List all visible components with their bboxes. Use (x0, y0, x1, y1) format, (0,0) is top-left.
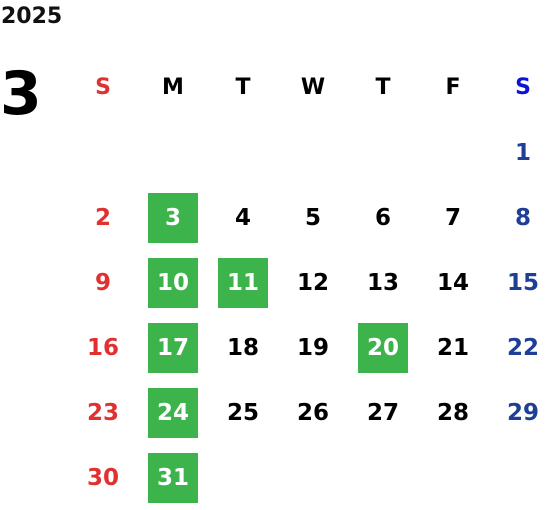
calendar-day-number: 12 (296, 269, 329, 296)
calendar-day[interactable]: 15 (488, 250, 548, 315)
calendar-day-number: 20 (358, 322, 408, 373)
calendar-day-number: 5 (304, 204, 321, 231)
calendar-day-number: 28 (436, 399, 469, 426)
calendar-day-number: 21 (436, 334, 469, 361)
calendar-day[interactable]: 19 (278, 315, 348, 380)
calendar-day[interactable]: 6 (348, 185, 418, 250)
calendar-day-highlighted[interactable]: 17 (138, 315, 208, 380)
calendar-day[interactable]: 7 (418, 185, 488, 250)
weekday-header-mon: M (162, 75, 184, 100)
empty-day-cell (68, 120, 138, 185)
calendar-day-number: 27 (366, 399, 399, 426)
calendar-day-number: 9 (94, 269, 111, 296)
calendar-day-number: 23 (86, 399, 119, 426)
calendar-day-number: 15 (506, 269, 539, 296)
calendar-day-number: 29 (506, 399, 539, 426)
calendar-day-number: 30 (86, 464, 119, 491)
calendar-day-number: 3 (148, 192, 198, 243)
calendar-day-number: 25 (226, 399, 259, 426)
calendar-day-number: 24 (148, 387, 198, 438)
calendar-day-number: 18 (226, 334, 259, 361)
calendar-day[interactable]: 22 (488, 315, 548, 380)
calendar-day[interactable]: 5 (278, 185, 348, 250)
calendar-day[interactable]: 28 (418, 380, 488, 445)
calendar-day[interactable]: 25 (208, 380, 278, 445)
calendar-day-number: 2 (94, 204, 111, 231)
calendar-grid: S M T W T F S 1 2 3 4 5 6 7 8 9 10 11 12 13 14 15 16 17 1… (68, 55, 548, 510)
weekday-header-sat: S (515, 75, 531, 100)
calendar-day-number: 4 (234, 204, 251, 231)
weekday-header-tue: T (235, 75, 251, 100)
calendar-day-number: 22 (506, 334, 539, 361)
calendar-day[interactable]: 23 (68, 380, 138, 445)
calendar-day[interactable]: 4 (208, 185, 278, 250)
calendar-day-number: 16 (86, 334, 119, 361)
empty-day-cell (208, 120, 278, 185)
calendar-day-highlighted[interactable]: 10 (138, 250, 208, 315)
calendar-day[interactable]: 9 (68, 250, 138, 315)
empty-day-cell (418, 120, 488, 185)
calendar-day-highlighted[interactable]: 31 (138, 445, 208, 510)
calendar-day[interactable]: 8 (488, 185, 548, 250)
calendar-day-number: 31 (148, 452, 198, 503)
calendar-day-number: 26 (296, 399, 329, 426)
calendar-day-number: 14 (436, 269, 469, 296)
calendar-day[interactable]: 2 (68, 185, 138, 250)
calendar-day-number: 7 (444, 204, 461, 231)
calendar-day[interactable]: 18 (208, 315, 278, 380)
calendar-day-number: 6 (374, 204, 391, 231)
calendar-day[interactable]: 13 (348, 250, 418, 315)
calendar-day[interactable]: 12 (278, 250, 348, 315)
calendar-day[interactable]: 27 (348, 380, 418, 445)
calendar-day-number: 10 (148, 257, 198, 308)
calendar-day-highlighted[interactable]: 24 (138, 380, 208, 445)
calendar-day[interactable]: 16 (68, 315, 138, 380)
calendar-day-number: 8 (514, 204, 531, 231)
weekday-header-thu: T (375, 75, 391, 100)
empty-day-cell (348, 120, 418, 185)
calendar-day-highlighted[interactable]: 20 (348, 315, 418, 380)
calendar-day[interactable]: 26 (278, 380, 348, 445)
calendar-day-number: 17 (148, 322, 198, 373)
calendar-day[interactable]: 1 (488, 120, 548, 185)
weekday-header-wed: W (300, 75, 326, 100)
calendar-day[interactable]: 30 (68, 445, 138, 510)
weekday-header-sun: S (95, 75, 111, 100)
empty-day-cell (138, 120, 208, 185)
year-label: 2025 (1, 4, 63, 29)
calendar-day[interactable]: 29 (488, 380, 548, 445)
calendar-day-highlighted[interactable]: 3 (138, 185, 208, 250)
calendar-day-number: 11 (218, 257, 268, 308)
weekday-header-fri: F (445, 75, 461, 100)
calendar-day-highlighted[interactable]: 11 (208, 250, 278, 315)
calendar-day[interactable]: 21 (418, 315, 488, 380)
calendar-day-number: 1 (514, 139, 531, 166)
calendar-day-number: 13 (366, 269, 399, 296)
calendar-day-number: 19 (296, 334, 329, 361)
calendar-day[interactable]: 14 (418, 250, 488, 315)
month-label: 3 (0, 59, 42, 129)
empty-day-cell (278, 120, 348, 185)
